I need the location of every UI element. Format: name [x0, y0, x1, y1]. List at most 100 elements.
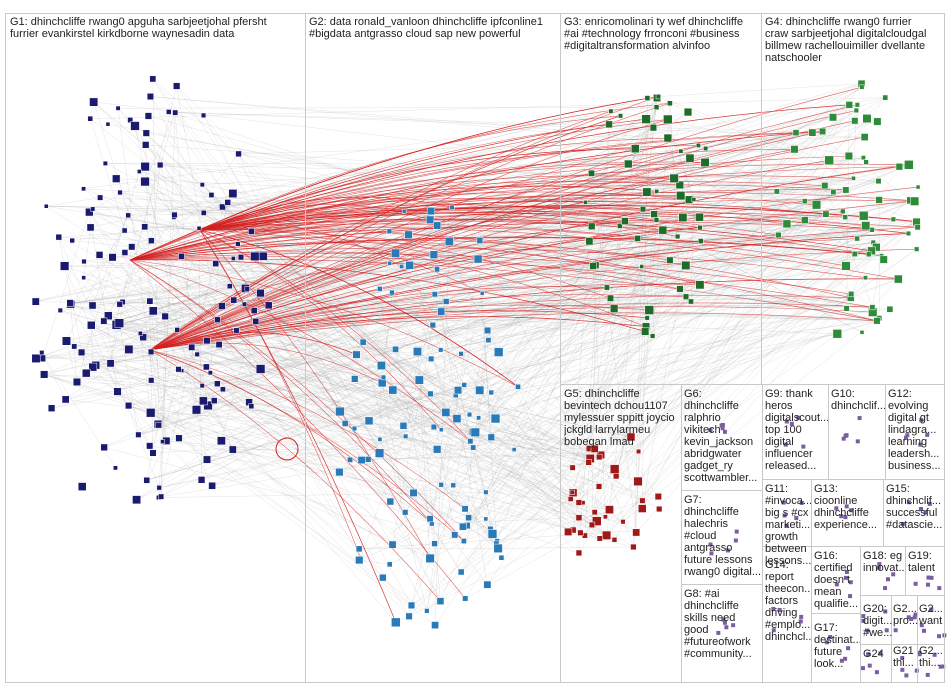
graph-edge — [158, 202, 586, 426]
graph-node — [224, 199, 231, 206]
graph-edge — [151, 351, 607, 536]
graph-edge — [128, 242, 874, 350]
graph-edge — [572, 247, 877, 493]
graph-edge — [591, 265, 596, 525]
graph-edge — [517, 386, 639, 452]
graph-edge — [478, 229, 873, 260]
graph-node — [682, 293, 690, 300]
graph-edge — [238, 153, 779, 236]
graph-node — [399, 264, 404, 269]
graph-edge — [35, 256, 264, 302]
graph-edge — [382, 382, 406, 513]
graph-node — [87, 321, 96, 330]
graph-node — [449, 204, 455, 210]
graph-edge — [485, 220, 626, 493]
graph-node — [905, 433, 910, 438]
graph-edge — [368, 454, 601, 460]
graph-edge-highlighted — [149, 131, 823, 351]
graph-edge — [175, 112, 865, 138]
graph-edge — [83, 227, 91, 278]
graph-node — [879, 255, 888, 264]
graph-node — [923, 510, 928, 515]
graph-node — [428, 355, 435, 362]
graph-edge — [514, 221, 917, 450]
graph-edge — [66, 104, 850, 342]
graph-node — [57, 307, 63, 313]
graph-edge — [679, 213, 826, 290]
graph-edge — [41, 212, 90, 359]
graph-node — [196, 225, 202, 231]
group-box-g23 — [917, 644, 945, 683]
graph-edge — [853, 178, 879, 182]
graph-node — [191, 405, 202, 415]
graph-edge-highlighted — [199, 184, 846, 231]
graph-node — [841, 261, 851, 271]
graph-node — [77, 348, 86, 356]
graph-edge — [584, 296, 687, 536]
graph-edge-highlighted — [129, 247, 866, 278]
graph-node — [214, 316, 221, 323]
graph-node — [697, 225, 703, 231]
graph-node — [430, 423, 437, 430]
graph-edge — [198, 228, 202, 480]
graph-edge — [232, 127, 654, 194]
graph-node — [724, 625, 729, 630]
graph-node — [40, 370, 49, 379]
graph-node — [459, 522, 467, 531]
graph-node — [878, 651, 883, 656]
graph-node — [401, 208, 407, 214]
graph-edge — [81, 352, 197, 410]
graph-node — [583, 200, 588, 205]
graph-edge — [487, 260, 670, 331]
graph-edge — [103, 257, 242, 322]
graph-edge — [441, 255, 882, 312]
graph-edge — [122, 301, 648, 319]
graph-edge — [158, 217, 175, 498]
graph-node — [913, 612, 918, 617]
graph-edge — [42, 265, 594, 359]
graph-edge — [606, 250, 872, 536]
graph-node — [174, 327, 180, 333]
graph-edge — [115, 112, 176, 322]
graph-node — [81, 275, 86, 280]
graph-edge — [440, 309, 650, 351]
graph-node — [203, 400, 213, 411]
graph-node — [413, 347, 422, 356]
graph-edge — [395, 234, 779, 350]
graph-node — [575, 549, 583, 557]
graph-edge — [392, 395, 456, 545]
graph-node — [178, 253, 185, 260]
graph-node — [155, 421, 162, 429]
graph-node — [844, 504, 849, 509]
graph-edge-highlighted — [149, 229, 663, 351]
graph-edge-highlighted — [199, 218, 872, 252]
group-label-g17: G17: destinat... future look... — [814, 622, 860, 670]
graph-node — [511, 447, 517, 452]
graph-edge — [218, 344, 250, 403]
graph-edge-highlighted — [199, 220, 882, 257]
graph-edge — [614, 223, 788, 309]
graph-node — [386, 228, 393, 234]
graph-node — [121, 249, 129, 256]
graph-node — [859, 84, 865, 90]
graph-node — [124, 344, 134, 354]
graph-node — [438, 482, 444, 488]
graph-edge — [44, 374, 470, 415]
group-box-g2 — [305, 13, 561, 683]
graph-node — [602, 530, 612, 540]
graph-edge — [44, 374, 351, 460]
graph-node — [485, 337, 492, 343]
group-box-g4 — [761, 13, 945, 385]
graph-edge-highlighted — [129, 194, 681, 261]
graph-node — [158, 493, 165, 500]
graph-edge — [89, 212, 209, 406]
graph-node — [214, 380, 221, 387]
graph-node — [210, 397, 218, 404]
graph-node — [653, 217, 660, 223]
graph-node — [784, 523, 789, 528]
graph-edge — [150, 96, 699, 146]
graph-edge — [95, 301, 150, 366]
graph-node — [771, 606, 776, 611]
graph-edge — [485, 287, 608, 519]
graph-node — [626, 432, 636, 442]
